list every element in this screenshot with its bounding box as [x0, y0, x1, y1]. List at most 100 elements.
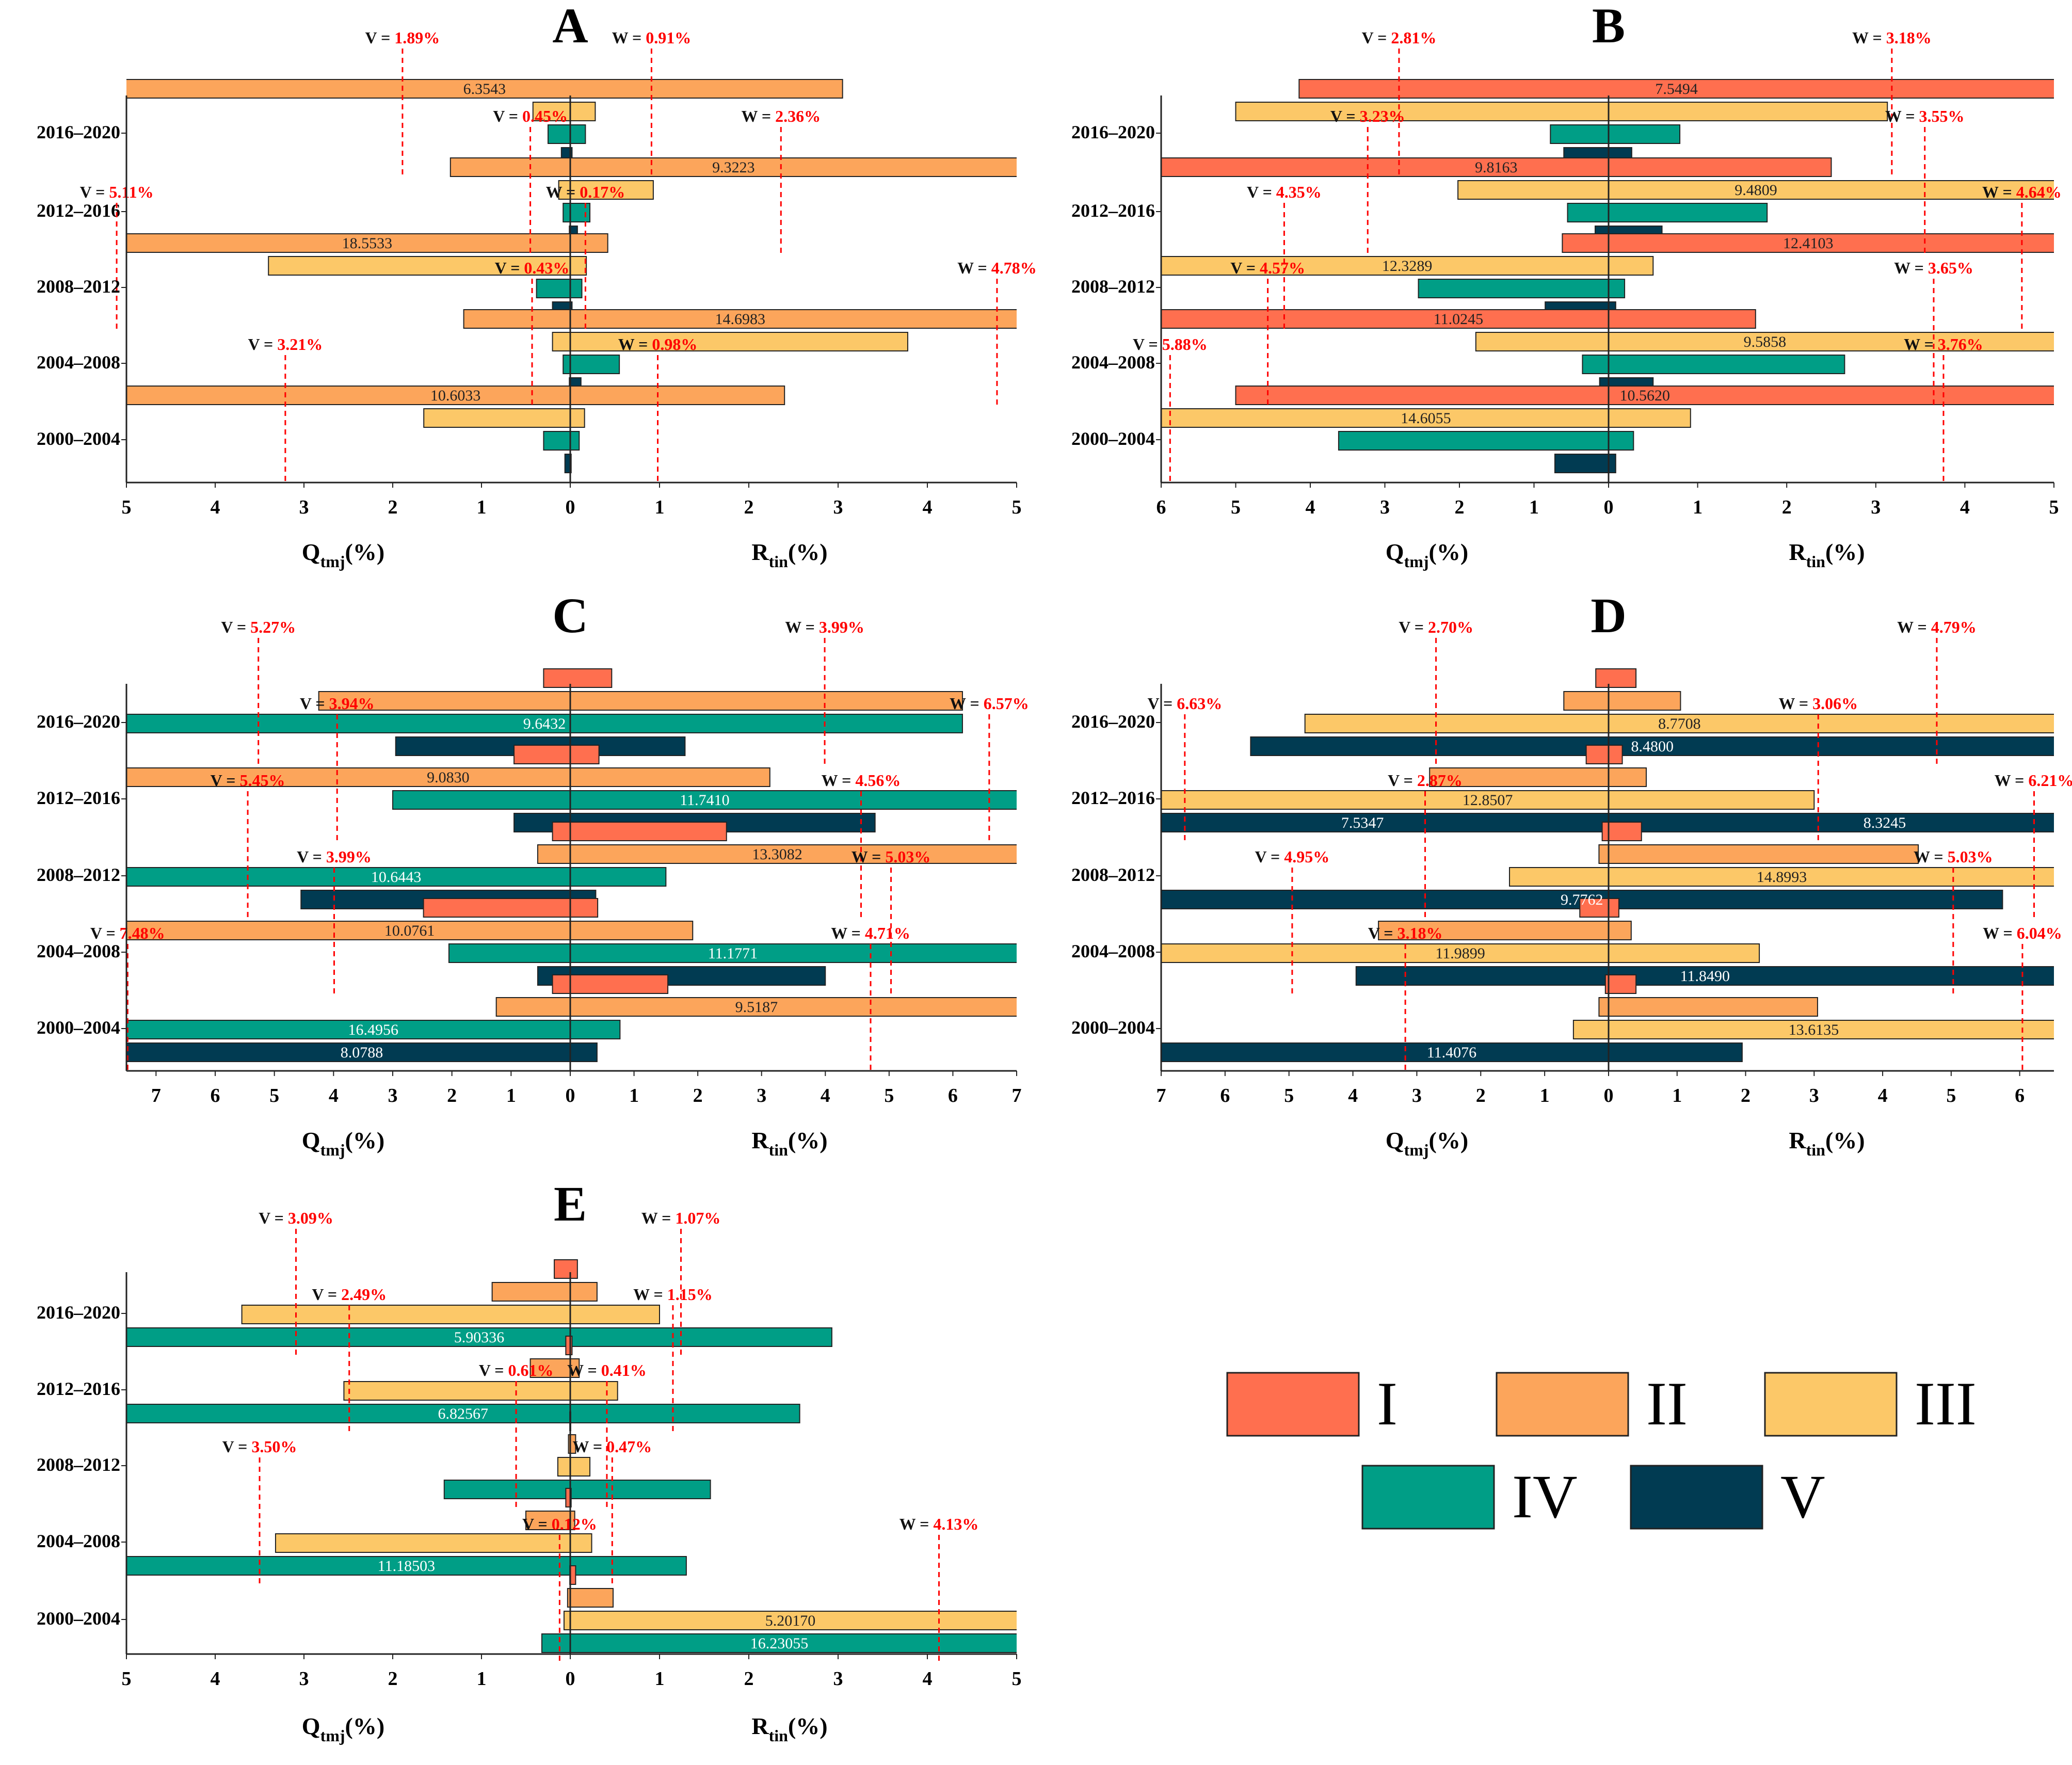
legend-swatch-iii — [1764, 1372, 1898, 1437]
panel-title: C — [552, 588, 588, 643]
panel-title: D — [1591, 588, 1626, 643]
x-tick-label: 3 — [833, 496, 843, 518]
w-annotation-prefix: W = — [1983, 924, 2017, 942]
bar-value-label: 10.6443 — [371, 869, 422, 886]
bar-i — [565, 1488, 572, 1507]
bar-value-label: 12.8507 — [1463, 792, 1513, 809]
bars-group — [126, 1259, 1017, 1653]
axis-label-unit: (%) — [1429, 539, 1469, 565]
w-annotation-prefix: W = — [785, 618, 819, 636]
axis-label-sub: tin — [1806, 552, 1826, 571]
bar-value-label: 11.8490 — [1680, 968, 1730, 985]
w-annotation-value: 2.36% — [775, 107, 821, 125]
bar-value-label: 16.23055 — [750, 1635, 809, 1652]
bar-value-label: 13.3082 — [752, 846, 802, 863]
w-annotation-prefix: W = — [741, 107, 775, 125]
x-tick-label: 0 — [1604, 1085, 1614, 1106]
x-axis-label: Qtmj(%) — [1386, 1127, 1468, 1159]
x-axis-label: Qtmj(%) — [302, 1713, 384, 1745]
bar-iv — [1550, 124, 1681, 144]
v-annotation: V = 5.27% — [221, 618, 296, 636]
bar-value-label: 8.3245 — [1864, 814, 1906, 831]
x-tick-label: 7 — [1012, 1085, 1022, 1106]
x-tick-label: 3 — [1380, 496, 1390, 518]
w-annotation-prefix: W = — [957, 259, 991, 277]
category-label: 2004–2008 — [1071, 941, 1155, 961]
x-tick-label: 5 — [122, 1668, 132, 1690]
w-annotation-value: 0.41% — [601, 1361, 647, 1379]
bar-value-label: 9.5187 — [735, 999, 778, 1016]
w-annotation: W = 0.91% — [612, 28, 692, 47]
x-axis-label: Rtin(%) — [751, 539, 827, 571]
bar-i — [543, 668, 613, 688]
v-annotation: V = 4.95% — [1255, 847, 1330, 866]
panel-a: A 6.3543 V = 1.89% W = 0.91% 2016–2020 9.3223… — [37, 0, 1037, 571]
bar-value-label: 9.5858 — [1744, 333, 1787, 350]
v-annotation-prefix: V = — [479, 1361, 508, 1379]
w-annotation: W = 3.18% — [1852, 28, 1932, 47]
x-tick-label: 1 — [1529, 496, 1539, 518]
axis-label-main: R — [751, 539, 769, 565]
w-annotation-prefix: W = — [618, 335, 652, 354]
bar-value-label: 7.5347 — [1341, 814, 1384, 831]
v-annotation-prefix: V = — [1133, 335, 1162, 354]
panel-b: B 7.5494 V = 2.81% W = 3.18% 2016–2020 9.8163… — [1071, 0, 2062, 571]
bar-value-label: 11.0245 — [1434, 311, 1483, 328]
bar-iii — [268, 256, 587, 276]
category-label: 2012–2016 — [1071, 200, 1155, 221]
bar-ii — [449, 157, 1017, 177]
v-annotation-value: 2.49% — [341, 1285, 387, 1304]
bar-iii — [1161, 943, 1760, 963]
x-axis-label: Qtmj(%) — [302, 539, 384, 571]
bar-iii — [532, 102, 596, 121]
v-annotation-prefix: V = — [1362, 28, 1391, 47]
axis-label-main: R — [1789, 539, 1806, 565]
x-tick-label: 5 — [269, 1085, 279, 1106]
bar-value-label: 8.4800 — [1631, 738, 1674, 755]
bar-iv — [392, 790, 1017, 810]
bar-iv — [126, 867, 667, 887]
bar-i — [1298, 79, 2054, 99]
bar-ii — [318, 691, 963, 711]
v-annotation-prefix: V = — [248, 335, 277, 354]
x-tick-label: 2 — [744, 1668, 754, 1690]
w-annotation: W = 3.55% — [1885, 107, 1965, 125]
axis-label-sub: tin — [1806, 1141, 1826, 1159]
bar-value-label: 11.9899 — [1435, 945, 1485, 962]
bar-value-label: 5.20170 — [765, 1612, 816, 1629]
panel-e: E 5.90336 V = 3.09% W = 1.07% 2016–2020 6.825… — [37, 1176, 1022, 1745]
bar-iii — [557, 1457, 591, 1477]
v-annotation: V = 3.94% — [300, 694, 375, 713]
x-tick-label: 6 — [948, 1085, 958, 1106]
bar-value-label: 8.0788 — [341, 1044, 383, 1061]
bar-i — [1235, 386, 2054, 405]
x-tick-label: 1 — [655, 1668, 665, 1690]
x-axis-label: Rtin(%) — [751, 1127, 827, 1159]
axis-label-sub: tin — [769, 552, 789, 571]
x-axis-label: Qtmj(%) — [1386, 539, 1468, 571]
panel-title: B — [1592, 0, 1625, 53]
bar-i — [554, 1259, 578, 1279]
x-tick-label: 3 — [1871, 496, 1881, 518]
w-annotation-value: 4.56% — [855, 771, 901, 790]
x-tick-label: 4 — [211, 1668, 220, 1690]
w-annotation: W = 3.76% — [1904, 335, 1983, 354]
v-annotation-prefix: V = — [495, 259, 524, 277]
bar-value-label: 11.4076 — [1427, 1044, 1476, 1061]
w-annotation: W = 1.15% — [633, 1285, 713, 1304]
bar-iv — [1582, 355, 1845, 374]
v-annotation-prefix: V = — [1368, 924, 1398, 942]
w-annotation: W = 0.47% — [572, 1437, 652, 1456]
v-annotation-value: 4.95% — [1284, 847, 1329, 866]
axis-label-unit: (%) — [345, 1127, 385, 1153]
w-annotation-prefix: W = — [1852, 28, 1886, 47]
x-tick-label: 2 — [1455, 496, 1465, 518]
category-label: 2008–2012 — [1071, 864, 1155, 885]
category-label: 2016–2020 — [37, 122, 120, 142]
w-annotation-value: 3.06% — [1812, 694, 1858, 713]
v-annotation: V = 2.87% — [1388, 771, 1463, 790]
bar-value-label: 14.6983 — [715, 311, 766, 328]
w-annotation-value: 4.64% — [2016, 183, 2062, 201]
bar-value-label: 9.3223 — [712, 159, 755, 176]
